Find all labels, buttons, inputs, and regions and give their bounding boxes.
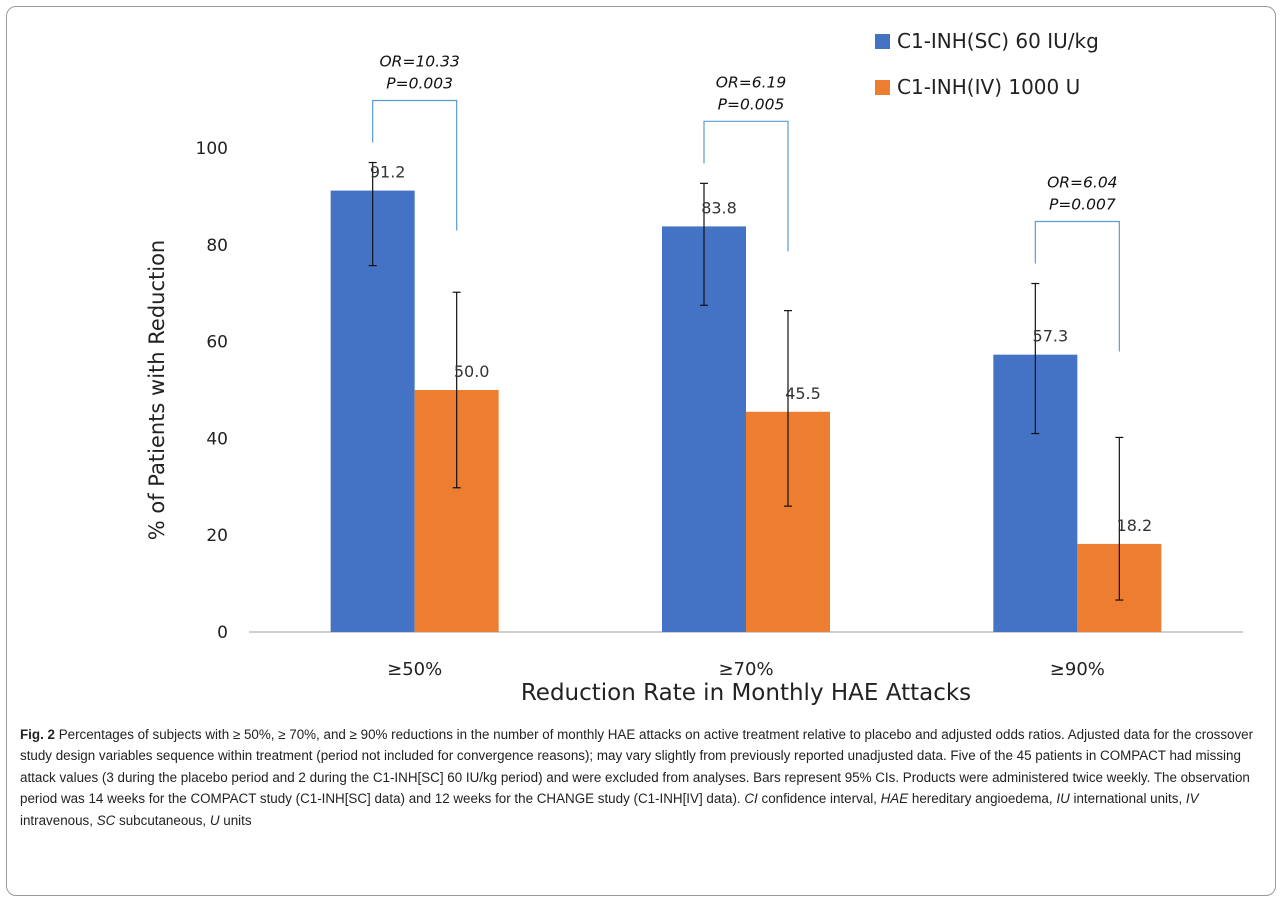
odds-ratio-label: OR=6.19 [716,73,786,91]
figure-caption: Fig. 2 Percentages of subjects with ≥ 50… [20,724,1268,831]
abbreviation-definition: units [223,812,252,828]
y-tick-label: 60 [206,333,228,353]
p-value-label: P=0.005 [718,95,785,113]
legend-swatch [875,34,890,49]
significance-bracket [372,99,458,231]
legend-label: C1-INH(SC) 60 IU/kg [897,29,1099,53]
data-label: 57.3 [1033,327,1069,346]
caption-text: Percentages of subjects with ≥ 50%, ≥ 70… [20,727,1254,807]
data-label: 91.2 [370,163,406,182]
y-axis-title: % of Patients with Reduction [145,240,169,541]
bar-chart: 0 20 40 60 80 100 % of Patients with Reduction… [145,29,1243,706]
p-value-label: P=0.007 [1049,196,1116,214]
x-axis-title: Reduction Rate in Monthly HAE Attacks [521,680,971,706]
abbreviation-definition: hereditary angioedema [911,791,1049,807]
x-tick-label: ≥90% [1050,659,1105,680]
odds-ratio-label: OR=6.04 [1047,174,1117,192]
abbreviation-term: U [209,812,220,828]
x-tick-label: ≥70% [718,659,773,680]
abbreviation-definition: confidence interval [761,791,874,807]
y-tick-label: 0 [217,623,228,643]
abbreviation-definition: intravenous [20,812,90,828]
y-tick-label: 20 [206,526,228,546]
caption-abbreviations: CI confidence interval, HAE hereditary a… [20,791,1199,828]
abbreviation-term: IV [1185,791,1199,807]
significance-bracket [703,120,789,252]
abbreviation-term: HAE [880,791,909,807]
figure-frame [6,6,1276,896]
abbreviation-term: SC [96,812,116,828]
y-tick-label: 100 [196,139,228,159]
abbreviation-definition: subcutaneous [119,812,203,828]
y-tick-label: 40 [206,429,228,449]
abbreviation-term: CI [744,791,758,807]
caption-label: Fig. 2 [20,727,55,742]
legend-swatch [875,80,890,95]
legend-label: C1-INH(IV) 1000 U [897,75,1080,99]
significance-bracket [1034,220,1120,352]
odds-ratio-label: OR=10.33 [379,53,459,71]
abbreviation-term: IU [1056,791,1070,807]
data-label: 45.5 [785,384,821,403]
data-label: 83.8 [701,198,737,217]
x-tick-label: ≥50% [387,659,442,680]
abbreviation-definition: international units [1073,791,1179,807]
data-label: 18.2 [1117,516,1153,535]
data-label: 50.0 [454,362,490,381]
y-tick-label: 80 [206,236,228,256]
p-value-label: P=0.003 [386,75,453,93]
